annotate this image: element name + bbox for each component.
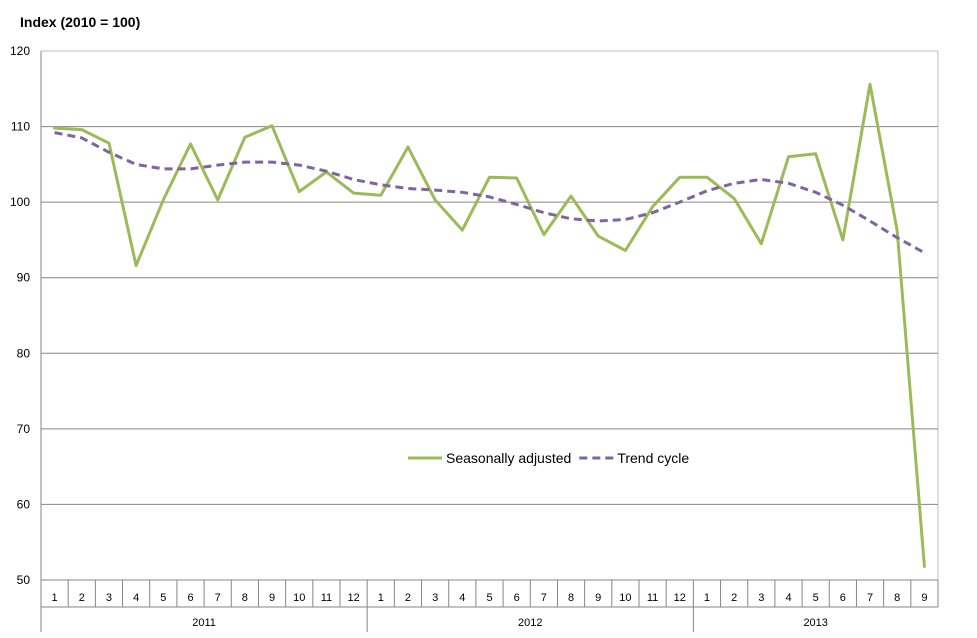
x-tick-label: 6 xyxy=(187,592,193,604)
y-tick-label: 100 xyxy=(10,195,30,209)
y-tick-label: 110 xyxy=(11,120,30,134)
x-tick-label: 8 xyxy=(242,592,248,604)
x-tick-label: 7 xyxy=(215,592,221,604)
x-tick-label: 10 xyxy=(619,592,631,604)
x-tick-label: 1 xyxy=(378,592,384,604)
x-axis: 1 2 3 4 5 6 7 8 9 10 11 12 1 2 3 4 5 6 7 8 9 10 11 12 1 2 3 4 5 6 7 8 92… xyxy=(40,51,939,632)
x-tick-label: 12 xyxy=(674,592,686,604)
x-tick-label: 5 xyxy=(813,592,819,604)
x-tick-label: 11 xyxy=(321,592,332,604)
x-tick-label: 4 xyxy=(133,592,139,604)
x-tick-label: 9 xyxy=(595,592,601,604)
legend-label: Seasonally adjusted xyxy=(446,450,571,466)
series-lines xyxy=(53,82,926,568)
x-group-label: 2012 xyxy=(518,617,542,629)
y-tick-label: 60 xyxy=(17,497,31,511)
y-tick-label: 70 xyxy=(17,422,31,436)
x-tick-label: 1 xyxy=(52,592,58,604)
x-tick-label: 3 xyxy=(758,592,764,604)
y-tick-label: 120 xyxy=(10,44,30,58)
gridlines xyxy=(41,50,939,580)
x-tick-label: 7 xyxy=(867,592,873,604)
x-tick-label: 4 xyxy=(785,592,791,604)
x-tick-label: 4 xyxy=(459,592,465,604)
x-tick-label: 11 xyxy=(647,592,658,604)
legend: Seasonally adjusted Trend cycle xyxy=(408,450,689,466)
x-tick-label: 2 xyxy=(731,592,737,604)
y-tick-label: 50 xyxy=(17,573,31,587)
x-tick-label: 2 xyxy=(405,592,411,604)
x-tick-label: 6 xyxy=(840,592,846,604)
y-tick-label: 90 xyxy=(17,271,31,285)
x-tick-label: 1 xyxy=(704,592,710,604)
series-line-trend-cycle xyxy=(54,131,926,255)
x-tick-label: 9 xyxy=(269,592,275,604)
x-tick-label: 3 xyxy=(432,592,438,604)
x-group-label: 2011 xyxy=(192,617,216,629)
x-tick-label: 8 xyxy=(894,592,900,604)
x-tick-label: 6 xyxy=(514,592,520,604)
y-axis-title: Index (2010 = 100) xyxy=(20,14,141,30)
x-tick-label: 3 xyxy=(106,592,112,604)
series-line-seasonally-adjusted xyxy=(53,82,926,568)
x-group-label: 2013 xyxy=(803,617,827,629)
x-tick-label: 12 xyxy=(347,592,359,604)
x-tick-label: 5 xyxy=(160,592,166,604)
legend-label: Trend cycle xyxy=(617,450,689,466)
x-tick-label: 9 xyxy=(921,592,927,604)
x-tick-label: 2 xyxy=(79,592,85,604)
x-tick-label: 5 xyxy=(486,592,492,604)
x-tick-label: 8 xyxy=(568,592,574,604)
y-tick-labels: 50 60 70 80 90 100 110 120 xyxy=(10,44,30,587)
x-tick-label: 7 xyxy=(541,592,547,604)
x-tick-label: 10 xyxy=(293,592,305,604)
y-tick-label: 80 xyxy=(17,346,31,360)
